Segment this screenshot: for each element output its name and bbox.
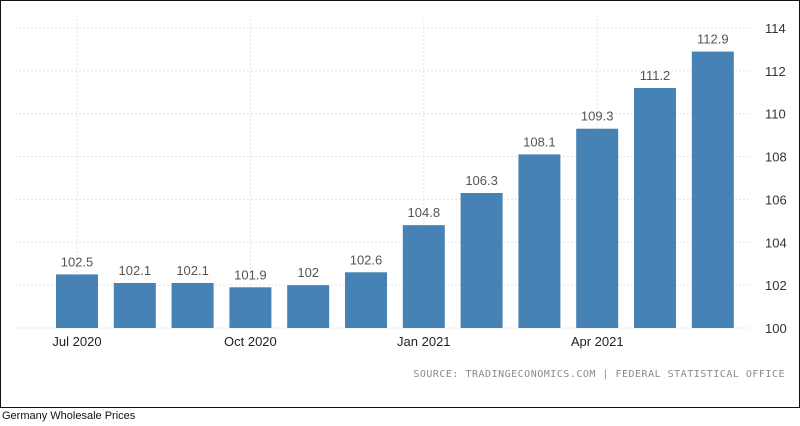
bar <box>56 274 98 328</box>
bar <box>287 285 330 328</box>
bar-value-label: 101.9 <box>234 267 267 282</box>
bar-value-label: 104.8 <box>408 205 441 220</box>
bar <box>229 287 272 328</box>
bar <box>460 193 503 328</box>
x-tick-label: Jul 2020 <box>52 334 101 349</box>
bar <box>171 283 214 328</box>
y-tick-label: 102 <box>765 278 787 293</box>
bar-value-label: 102 <box>297 265 319 280</box>
bar-value-label: 102.5 <box>61 254 94 269</box>
y-tick-label: 106 <box>765 192 787 207</box>
bar <box>402 225 445 328</box>
bar-value-label: 109.3 <box>581 109 614 124</box>
y-tick-label: 112 <box>765 64 786 79</box>
bar-value-label: 111.2 <box>640 68 671 83</box>
x-tick-label: Apr 2021 <box>571 334 624 349</box>
bar-value-label: 108.1 <box>523 134 556 149</box>
bar-value-label: 102.1 <box>119 263 152 278</box>
chart-caption: Germany Wholesale Prices <box>2 410 136 422</box>
y-tick-label: 114 <box>765 21 786 36</box>
bar-chart: 100 102 104 106 108 110 112 114 Jul 2020 Oct 2020… <box>15 19 787 349</box>
bar <box>518 154 561 328</box>
bar-value-label: 102.6 <box>350 252 383 267</box>
y-tick-label: 100 <box>765 321 787 336</box>
bar <box>345 272 387 328</box>
bar-value-label: 106.3 <box>465 173 498 188</box>
x-tick-label: Oct 2020 <box>224 334 277 349</box>
x-tick-label: Jan 2021 <box>397 334 451 349</box>
source-note: SOURCE: TRADINGECONOMICS.COM | FEDERAL S… <box>413 369 785 380</box>
bar <box>113 283 156 328</box>
bar <box>576 128 619 328</box>
bar-value-label: 112.9 <box>697 32 729 47</box>
y-tick-label: 104 <box>765 235 787 250</box>
bar-value-label: 102.1 <box>176 263 209 278</box>
bar <box>691 51 734 328</box>
y-tick-label: 110 <box>765 107 786 122</box>
chart-frame: 100 102 104 106 108 110 112 114 Jul 2020 Oct 2020… <box>0 0 800 408</box>
bar <box>634 88 676 328</box>
y-tick-label: 108 <box>765 150 787 165</box>
